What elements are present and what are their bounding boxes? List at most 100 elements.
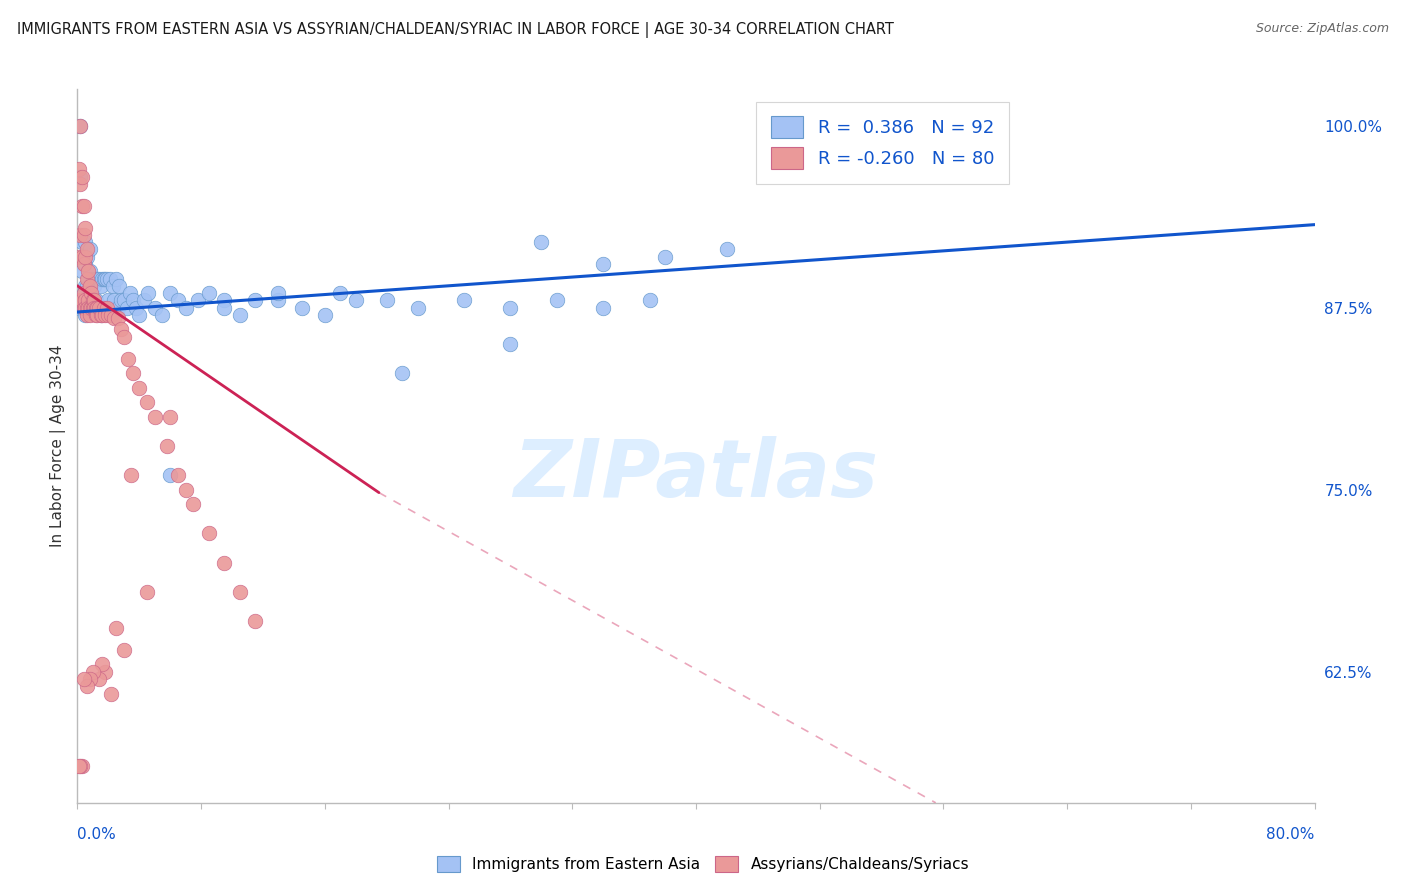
Point <box>82 293 104 308</box>
Point <box>93 301 115 315</box>
Point <box>84 308 107 322</box>
Text: 0.0%: 0.0% <box>77 827 117 842</box>
Point <box>75 220 96 235</box>
Point <box>87 301 110 315</box>
Point <box>75 257 96 271</box>
Point <box>91 271 114 285</box>
Point <box>138 286 160 301</box>
Point <box>91 308 114 322</box>
Point <box>90 308 112 322</box>
Point <box>167 468 190 483</box>
Point <box>592 301 614 315</box>
Point <box>121 468 143 483</box>
Point <box>94 301 117 315</box>
Point <box>136 395 159 409</box>
Point <box>122 293 145 308</box>
Point <box>67 301 90 315</box>
Point <box>70 293 93 308</box>
Point <box>143 409 166 424</box>
Point <box>72 286 94 301</box>
Point <box>72 250 94 264</box>
Point <box>245 614 267 628</box>
Point <box>72 301 94 315</box>
Point <box>314 308 336 322</box>
Point <box>83 278 105 293</box>
Point <box>70 235 93 249</box>
Point <box>77 293 100 308</box>
Point <box>69 759 91 773</box>
Point <box>96 301 118 315</box>
Legend: R =  0.386   N = 92, R = -0.260   N = 80: R = 0.386 N = 92, R = -0.260 N = 80 <box>756 102 1008 184</box>
Point <box>107 301 129 315</box>
Point <box>93 271 115 285</box>
Point <box>125 301 148 315</box>
Point <box>75 308 96 322</box>
Point <box>110 293 132 308</box>
Point <box>72 286 94 301</box>
Point <box>80 286 103 301</box>
Point <box>75 235 96 249</box>
Point <box>75 278 96 293</box>
Point <box>100 308 122 322</box>
Point <box>105 271 128 285</box>
Point <box>82 665 104 679</box>
Point <box>214 301 236 315</box>
Point <box>103 310 125 325</box>
Point <box>406 301 429 315</box>
Point <box>69 177 91 191</box>
Point <box>90 308 112 322</box>
Point <box>70 759 93 773</box>
Legend: Immigrants from Eastern Asia, Assyrians/Chaldeans/Syriacs: Immigrants from Eastern Asia, Assyrians/… <box>429 848 977 880</box>
Point <box>76 243 98 257</box>
Point <box>214 293 236 308</box>
Point <box>592 257 614 271</box>
Point <box>117 351 139 366</box>
Point <box>132 293 155 308</box>
Point <box>128 308 150 322</box>
Point <box>94 665 117 679</box>
Point <box>69 119 91 133</box>
Point <box>72 227 94 242</box>
Point <box>76 278 98 293</box>
Point <box>76 250 98 264</box>
Point <box>90 278 112 293</box>
Point <box>87 271 110 285</box>
Point <box>91 301 114 315</box>
Point <box>76 308 98 322</box>
Point <box>79 672 101 686</box>
Point <box>267 286 290 301</box>
Point <box>79 286 101 301</box>
Point <box>70 264 93 278</box>
Point <box>167 293 190 308</box>
Point <box>152 308 174 322</box>
Point <box>86 308 108 322</box>
Point <box>128 381 150 395</box>
Point <box>77 301 100 315</box>
Point <box>72 257 94 271</box>
Point <box>86 271 108 285</box>
Point <box>96 271 118 285</box>
Point <box>69 169 91 184</box>
Point <box>530 235 553 249</box>
Point <box>80 278 103 293</box>
Point <box>159 286 181 301</box>
Point <box>453 293 475 308</box>
Point <box>100 687 122 701</box>
Point <box>69 227 91 242</box>
Point <box>82 301 104 315</box>
Point <box>79 301 101 315</box>
Point <box>229 308 252 322</box>
Point <box>84 301 107 315</box>
Point <box>67 250 90 264</box>
Point <box>344 293 367 308</box>
Point <box>80 301 103 315</box>
Text: 80.0%: 80.0% <box>1267 827 1315 842</box>
Point <box>70 301 93 315</box>
Point <box>91 657 114 672</box>
Point <box>94 308 117 322</box>
Point <box>77 301 100 315</box>
Point <box>77 271 100 285</box>
Point <box>638 293 661 308</box>
Point <box>198 286 221 301</box>
Point <box>122 366 145 380</box>
